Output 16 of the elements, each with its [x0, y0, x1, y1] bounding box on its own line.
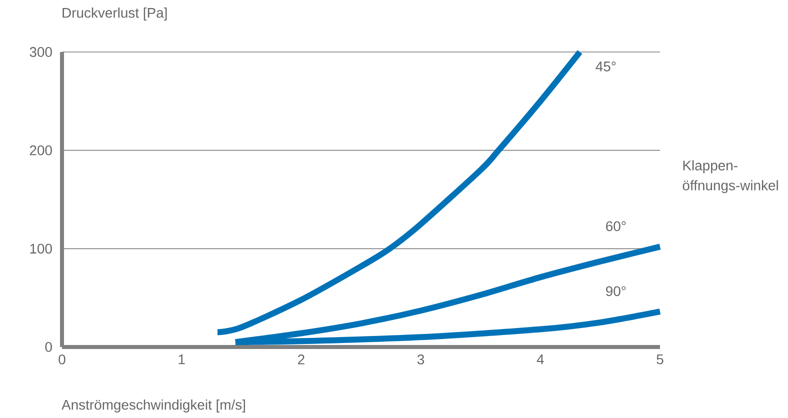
- y-tick-label: 100: [30, 244, 52, 254]
- x-tick-label: 1: [178, 354, 185, 364]
- y-tick-label: 200: [30, 145, 52, 156]
- series-label: 45°: [596, 62, 616, 72]
- series-label: 60°: [606, 221, 626, 232]
- x-tick-label: 0: [58, 354, 66, 364]
- x-tick-label: 2: [298, 354, 304, 364]
- y-axis-title: Druckverlust [Pa]: [62, 8, 167, 21]
- series-label: 90°: [606, 286, 626, 296]
- legend-title: Klappen-öffnungs-winkel: [682, 160, 778, 194]
- x-axis-title: Anströmgeschwindigkeit [m/s]: [62, 399, 245, 412]
- x-tick-label: 5: [656, 354, 664, 364]
- x-tick-label: 3: [417, 354, 424, 364]
- y-tick-label: 0: [45, 342, 52, 352]
- y-tick-label: 300: [30, 47, 52, 57]
- x-tick-label: 4: [536, 354, 544, 364]
